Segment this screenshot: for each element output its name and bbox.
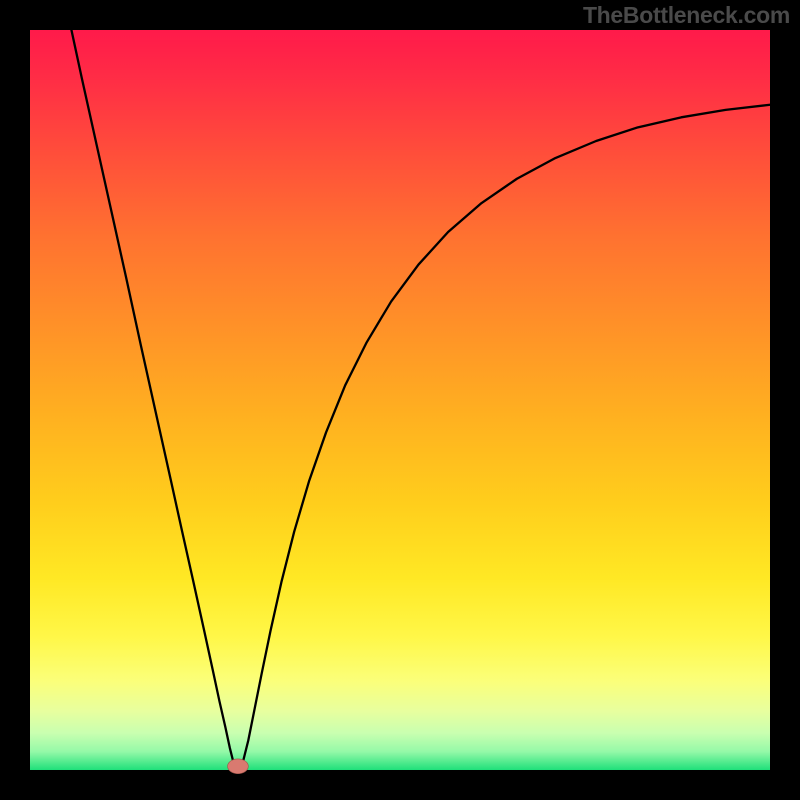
minimum-marker — [228, 759, 249, 774]
chart-container: TheBottleneck.com — [0, 0, 800, 800]
plot-background — [30, 30, 770, 770]
watermark-text: TheBottleneck.com — [583, 2, 790, 29]
bottleneck-chart — [0, 0, 800, 800]
